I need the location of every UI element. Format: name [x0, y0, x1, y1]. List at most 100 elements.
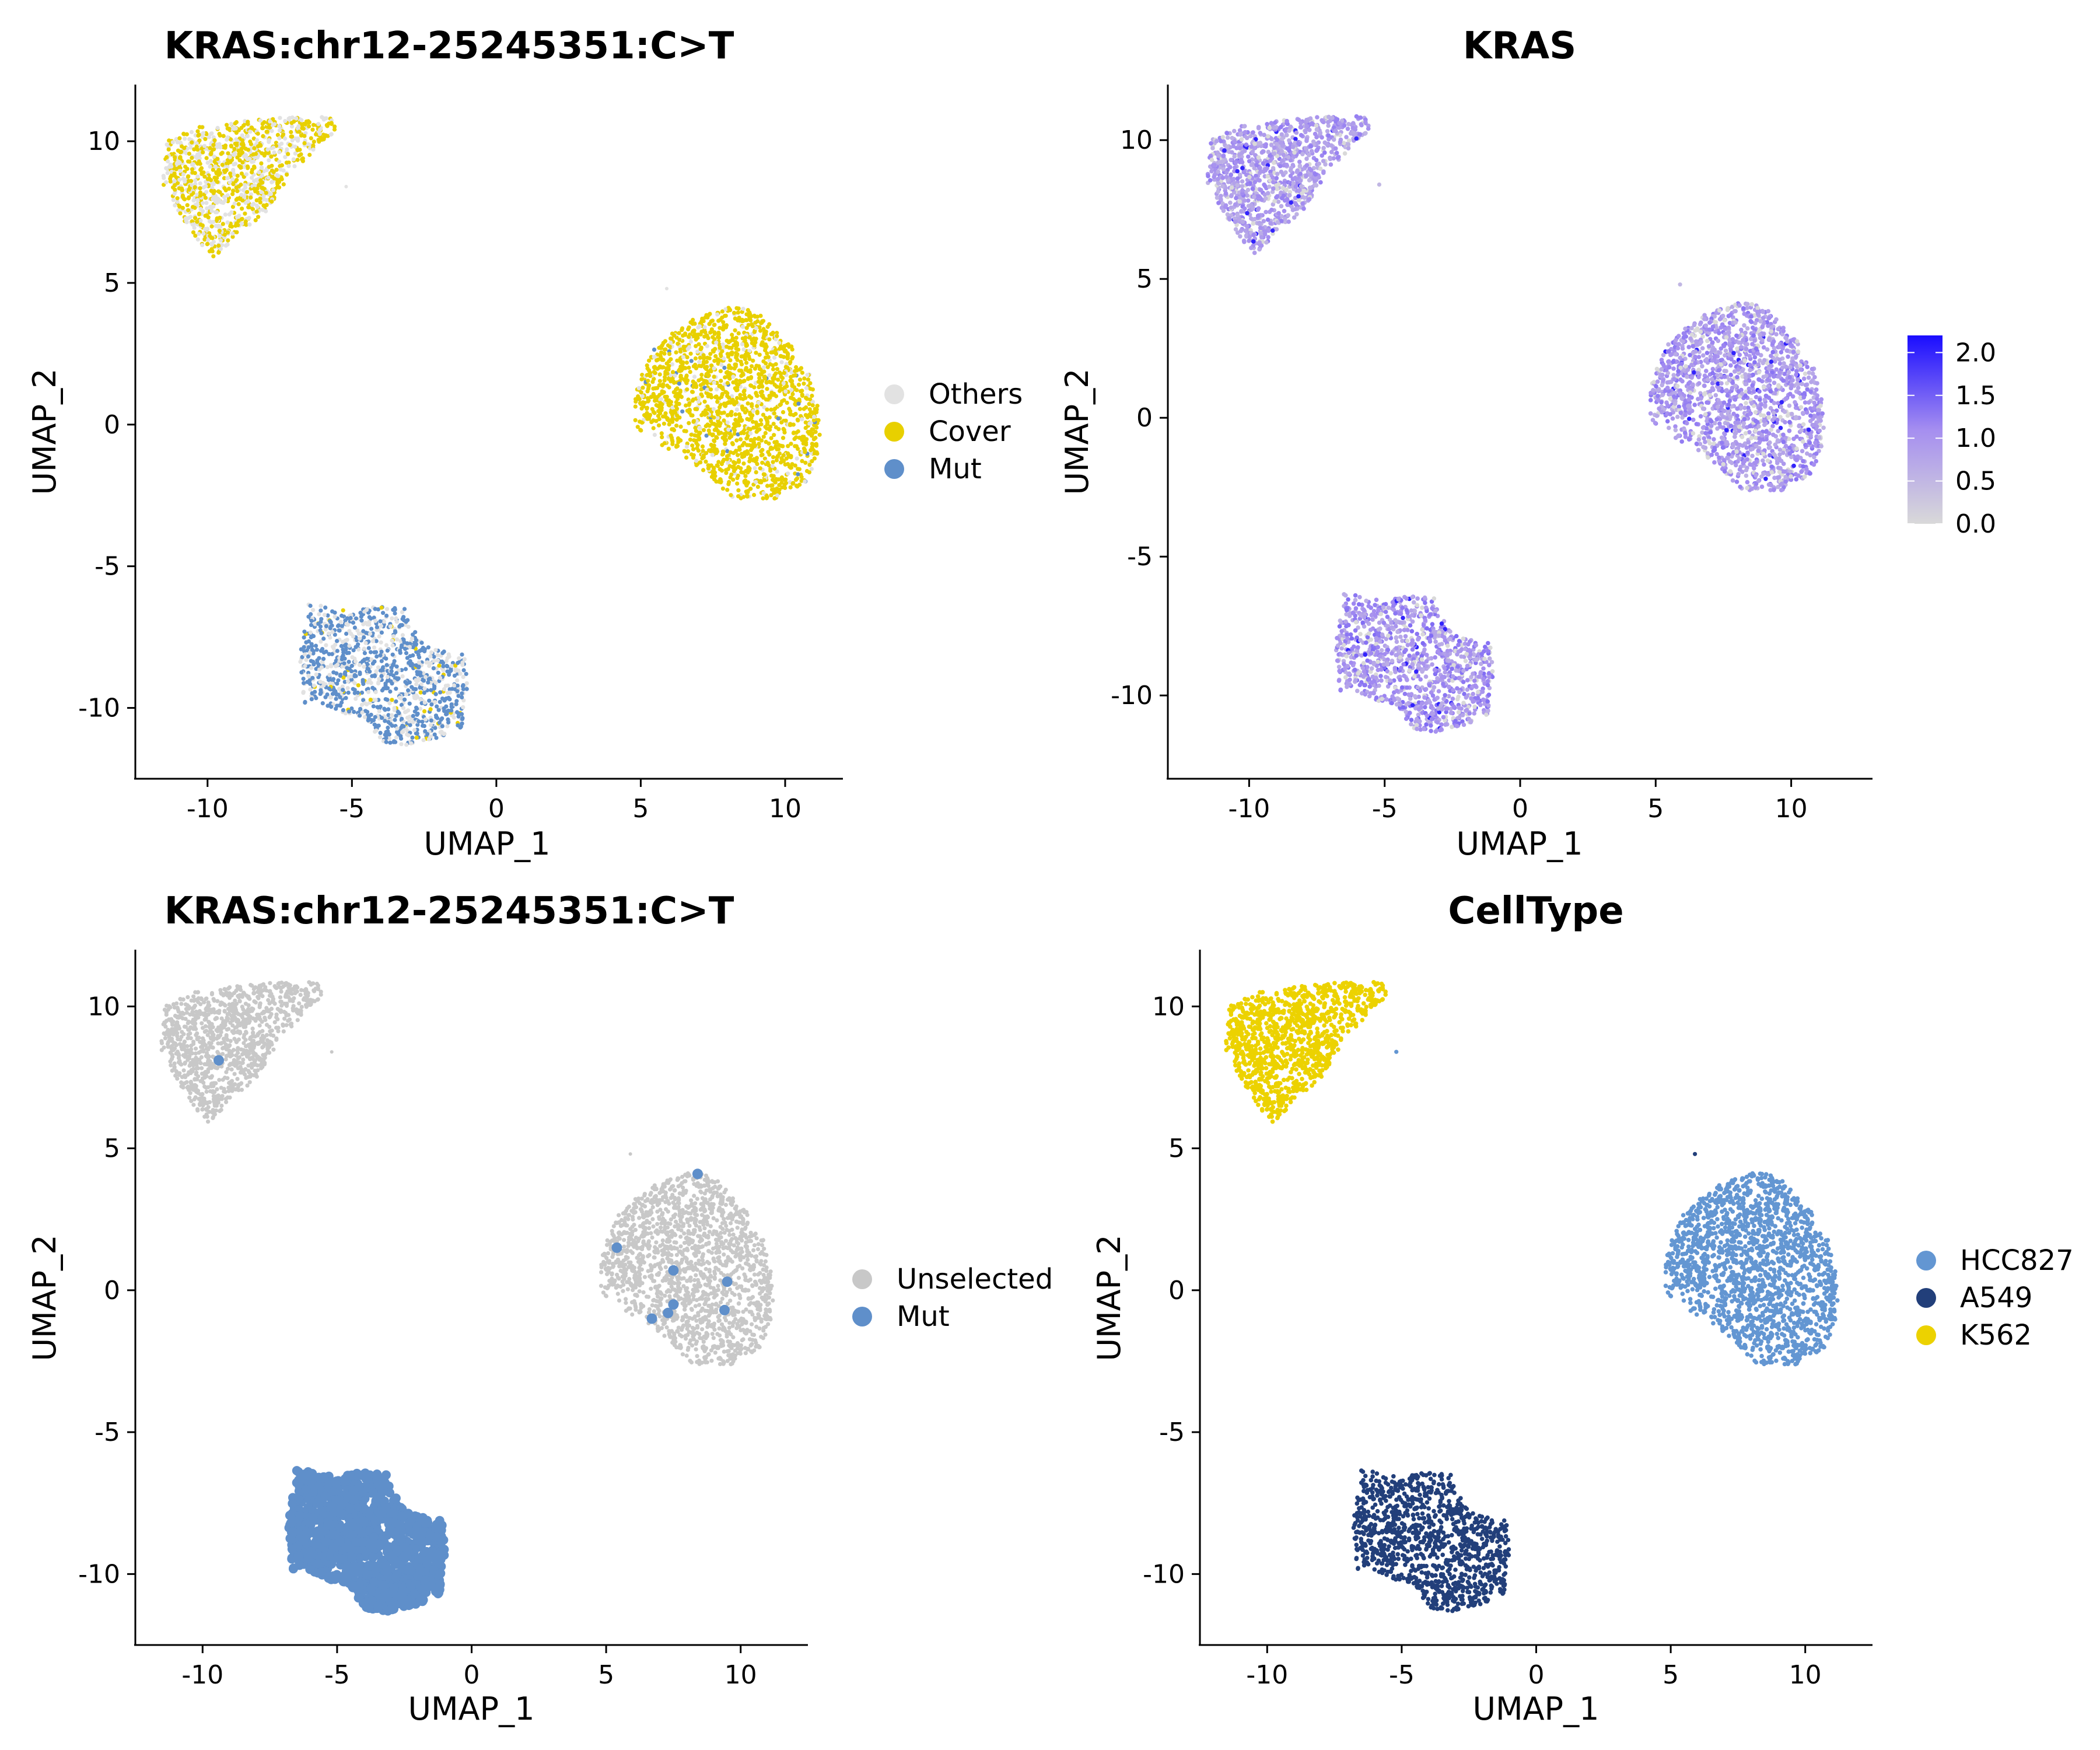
point-others — [326, 631, 331, 636]
point-expression — [1227, 216, 1231, 220]
point-cover — [738, 359, 743, 364]
point-cover — [212, 176, 217, 180]
point-cover — [195, 147, 200, 152]
point-others — [230, 231, 235, 236]
point-cover — [310, 127, 315, 132]
point-expression — [1678, 282, 1682, 287]
point-others — [394, 735, 399, 740]
point-cover — [231, 188, 236, 193]
point-cover — [797, 407, 803, 411]
point-expression — [1315, 115, 1320, 120]
point-cover — [640, 400, 645, 405]
point-expression — [1352, 127, 1357, 131]
point-others — [162, 176, 166, 180]
point-cover — [774, 440, 779, 444]
point-expression — [1269, 121, 1274, 125]
point-cover — [752, 343, 757, 348]
point-expression — [1262, 184, 1268, 188]
point-expression — [1245, 181, 1250, 187]
point-expression — [1264, 209, 1268, 215]
point-others — [406, 733, 411, 738]
point-mut — [390, 681, 394, 686]
point-cover — [677, 368, 681, 373]
point-cover — [647, 358, 652, 363]
point-cover — [754, 425, 759, 430]
point-cover — [341, 608, 345, 612]
point-cover — [670, 370, 676, 374]
point-others — [241, 188, 246, 192]
point-mut — [302, 635, 306, 640]
point-mut — [388, 689, 393, 694]
point-others — [321, 683, 326, 688]
point-cover — [802, 382, 806, 386]
point-others — [204, 184, 208, 188]
point-cover — [765, 407, 769, 412]
point-others — [812, 414, 817, 419]
point-mut — [421, 678, 426, 683]
point-cover — [246, 120, 250, 124]
point-expression — [1228, 205, 1234, 210]
point-expression — [1230, 135, 1234, 141]
point-others — [362, 646, 366, 651]
point-mut — [416, 719, 421, 724]
point-cover — [640, 386, 645, 390]
point-cover — [222, 186, 227, 191]
point-cover — [654, 386, 660, 390]
point-others — [753, 480, 758, 484]
point-cover — [772, 496, 777, 501]
point-others — [203, 227, 208, 232]
point-expression — [1222, 148, 1227, 153]
point-expression — [1342, 151, 1348, 156]
point-others — [345, 622, 351, 627]
point-cover — [671, 428, 677, 433]
point-expression — [1333, 146, 1338, 151]
point-mut — [345, 650, 349, 656]
point-cover — [680, 328, 684, 332]
point-cover — [692, 438, 696, 443]
point-cover — [652, 365, 657, 369]
point-mut — [373, 715, 377, 719]
point-cover — [764, 440, 768, 444]
point-cover — [258, 142, 262, 147]
point-others — [211, 197, 215, 201]
point-mut — [677, 382, 681, 386]
point-cover — [725, 381, 730, 386]
point-others — [172, 191, 177, 196]
point-cover — [775, 367, 780, 372]
point-mut — [404, 620, 408, 624]
point-cover — [309, 136, 313, 141]
point-mut — [445, 664, 450, 668]
point-cover — [314, 132, 318, 136]
point-expression — [1258, 141, 1263, 145]
point-others — [191, 162, 195, 167]
point-others — [183, 136, 187, 141]
point-others — [722, 356, 726, 361]
point-expression — [1216, 177, 1220, 181]
point-cover — [802, 376, 807, 381]
point-cover — [235, 173, 240, 178]
point-expression — [1249, 202, 1254, 208]
point-others — [360, 710, 365, 715]
point-expression — [1210, 146, 1215, 150]
point-others — [229, 210, 234, 215]
point-mut — [358, 611, 363, 615]
point-cover — [221, 134, 226, 138]
point-others — [726, 427, 731, 432]
point-cover — [186, 196, 191, 201]
point-mut — [421, 723, 425, 728]
point-cover — [803, 447, 807, 453]
point-others — [308, 687, 313, 692]
point-mut — [301, 677, 306, 681]
point-expression — [1293, 136, 1298, 142]
point-cover — [657, 372, 662, 377]
point-cover — [198, 162, 202, 166]
point-expression — [1219, 194, 1223, 198]
point-others — [352, 681, 357, 685]
point-mut — [337, 628, 341, 633]
point-cover — [746, 490, 750, 495]
point-others — [178, 169, 183, 173]
point-cover — [253, 152, 258, 156]
point-expression — [1233, 202, 1238, 207]
point-others — [266, 175, 271, 180]
